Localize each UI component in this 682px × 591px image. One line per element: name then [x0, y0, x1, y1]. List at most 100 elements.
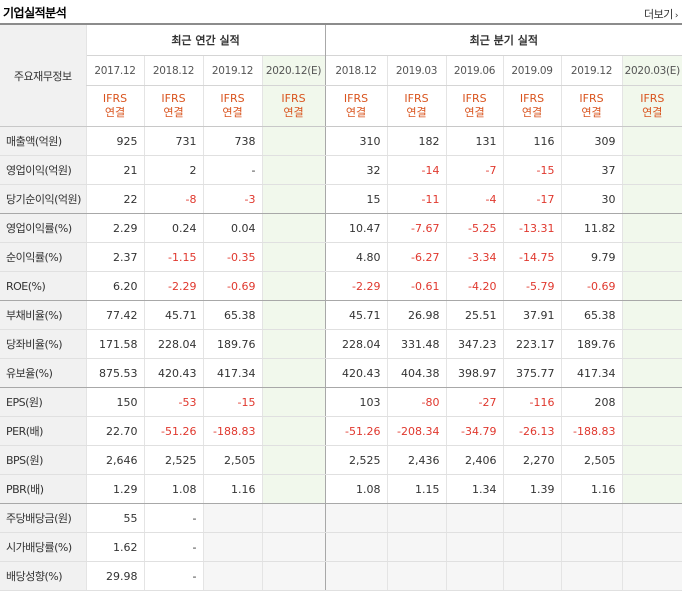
ifrs-standard: IFRS [281, 92, 306, 105]
table-cell: 77.42 [85, 300, 144, 330]
row-label: 순이익률(%) [0, 242, 86, 272]
table-cell: 309 [560, 126, 623, 156]
table-cell: -5.25 [445, 213, 504, 243]
table-cell: 37.91 [502, 300, 562, 330]
table-cell: -51.26 [324, 416, 388, 446]
ifrs-consolidated: 연결 [104, 106, 126, 119]
table-cell: 65.38 [560, 300, 623, 330]
row-label: BPS(원) [0, 445, 86, 475]
table-cell: 11.82 [560, 213, 623, 243]
table-cell: 2,525 [324, 445, 388, 475]
table-cell: 875.53 [85, 358, 144, 388]
table-cell: 1.34 [445, 474, 504, 504]
table-row: 시가배당률(%) 1.62- [0, 532, 682, 562]
table-cell: 1.62 [85, 532, 144, 562]
table-cell: 45.71 [143, 300, 203, 330]
table-cell: 2.29 [85, 213, 144, 243]
table-cell: 32 [324, 155, 388, 185]
table-cell [621, 213, 682, 243]
table-cell: -208.34 [386, 416, 447, 446]
table-cell [621, 126, 682, 156]
row-label: PBR(배) [0, 474, 86, 504]
table-row: PBR(배) 1.29 1.08 1.16 1.08 1.15 1.34 1.39 1.16 [0, 474, 682, 504]
period-header: 2020.03(E) [621, 55, 682, 86]
ifrs-standard: IFRS [404, 92, 429, 105]
table-cell [324, 532, 388, 562]
table-cell [621, 242, 682, 272]
table-row: 배당성향(%) 29.98- [0, 561, 682, 591]
table-cell: -0.69 [560, 271, 623, 301]
row-label: EPS(원) [0, 387, 86, 417]
table-cell: -188.83 [560, 416, 623, 446]
table-cell: 150 [85, 387, 144, 417]
table-cell: 15 [324, 184, 388, 214]
ifrs-label: IFRS 연결 [621, 85, 682, 127]
row-label: 부채비율(%) [0, 300, 86, 330]
more-link[interactable]: 더보기 › [644, 6, 679, 22]
table-cell [621, 416, 682, 446]
ifrs-label: IFRS 연결 [445, 85, 504, 127]
table-cell: 420.43 [143, 358, 203, 388]
table-cell: - [143, 532, 203, 562]
table-cell [261, 329, 326, 359]
table-cell [261, 184, 326, 214]
table-cell: 22.70 [85, 416, 144, 446]
period-header: 2019.09 [502, 55, 562, 86]
table-cell: 2,436 [386, 445, 447, 475]
table-cell: 1.08 [324, 474, 388, 504]
row-label: 영업이익률(%) [0, 213, 86, 243]
table-row: 주당배당금(원) 55- [0, 503, 682, 533]
table-row: 매출액(억원) 925 731 738 310 182 131 116 309 [0, 126, 682, 156]
row-label: 시가배당률(%) [0, 532, 86, 562]
table-cell: 189.76 [202, 329, 262, 359]
ifrs-consolidated: 연결 [222, 106, 243, 119]
table-cell: -53 [143, 387, 203, 417]
table-cell: 2,525 [143, 445, 203, 475]
table-cell: 228.04 [143, 329, 203, 359]
table-cell [621, 561, 682, 591]
ifrs-consolidated: 연결 [406, 106, 427, 119]
table-cell: 116 [502, 126, 562, 156]
table-cell: 10.47 [324, 213, 388, 243]
table-row: 유보율(%) 875.53 420.43 417.34 420.43 404.38 398.… [0, 358, 682, 388]
table-cell: - [202, 155, 262, 185]
table-cell [261, 300, 326, 330]
table-cell: -8 [143, 184, 203, 214]
table-cell [261, 126, 326, 156]
table-cell: - [143, 503, 203, 533]
ifrs-label: IFRS 연결 [560, 85, 623, 127]
table-row: 순이익률(%) 2.37 -1.15 -0.35 4.80 -6.27 -3.34 -14.7… [0, 242, 682, 272]
table-cell: -34.79 [445, 416, 504, 446]
table-cell [261, 445, 326, 475]
ifrs-label: IFRS 연결 [143, 85, 203, 127]
table-cell: 25.51 [445, 300, 504, 330]
table-cell: -0.35 [202, 242, 262, 272]
table-cell: -14 [386, 155, 447, 185]
row-label: 매출액(억원) [0, 126, 86, 156]
table-cell [621, 358, 682, 388]
table-cell: -80 [386, 387, 447, 417]
ifrs-standard: IFRS [220, 92, 245, 105]
row-label: 당좌비율(%) [0, 329, 86, 359]
table-cell: -188.83 [202, 416, 262, 446]
table-cell: 417.34 [202, 358, 262, 388]
financial-summary-table: 주요재무정보 최근 연간 실적 최근 분기 실적 2017.12 2018.12 2… [0, 23, 682, 591]
ifrs-standard: IFRS [343, 92, 369, 105]
table-cell [261, 503, 326, 533]
table-cell: 398.97 [445, 358, 504, 388]
table-cell [261, 271, 326, 301]
table-cell: -26.13 [502, 416, 562, 446]
row-label: ROE(%) [0, 271, 86, 301]
table-cell: 103 [324, 387, 388, 417]
ifrs-label: IFRS 연결 [85, 85, 144, 127]
ifrs-standard: IFRS [519, 92, 545, 105]
table-cell: 331.48 [386, 329, 447, 359]
row-label: 당기순이익(억원) [0, 184, 86, 214]
table-cell: -116 [502, 387, 562, 417]
table-row: EPS(원) 150 -53 -15 103 -80 -27 -116 208 [0, 387, 682, 417]
table-cell [621, 445, 682, 475]
table-cell [386, 532, 447, 562]
table-cell: 1.15 [386, 474, 447, 504]
table-cell: 2 [143, 155, 203, 185]
table-cell [261, 416, 326, 446]
